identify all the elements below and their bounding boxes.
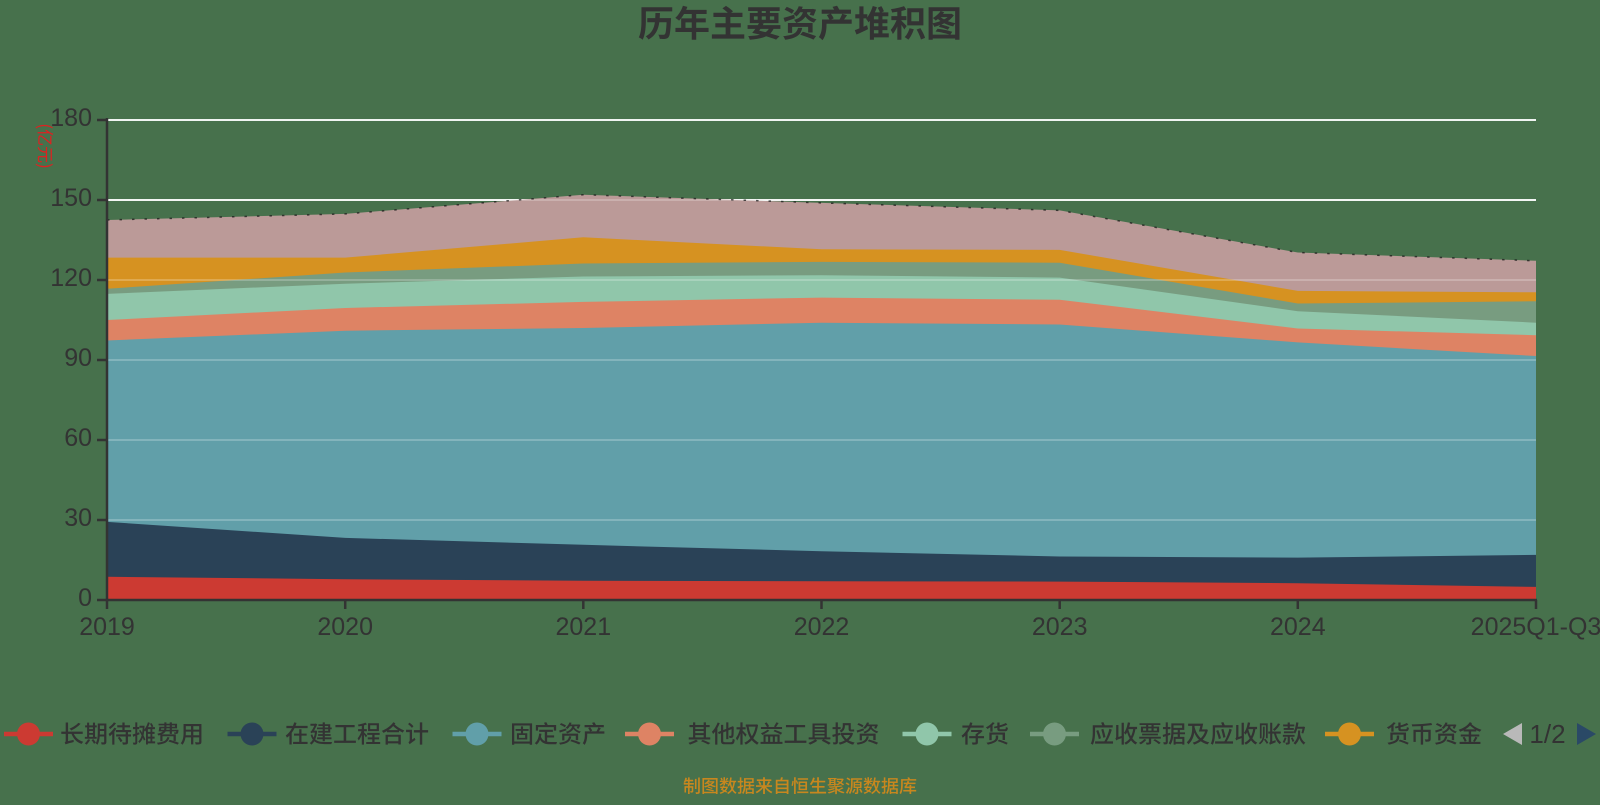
svg-text:30: 30 (64, 504, 92, 532)
svg-text:2025Q1-Q3: 2025Q1-Q3 (1471, 613, 1600, 641)
svg-text:2022: 2022 (794, 613, 850, 641)
svg-text:2024: 2024 (1270, 613, 1326, 641)
svg-text:60: 60 (64, 424, 92, 452)
svg-text:120: 120 (50, 264, 92, 292)
svg-text:0: 0 (78, 584, 92, 612)
svg-text:2020: 2020 (317, 613, 373, 641)
svg-text:2023: 2023 (1032, 613, 1088, 641)
svg-text:1/2: 1/2 (1529, 719, 1565, 749)
svg-text:150: 150 (50, 184, 92, 212)
svg-text:2019: 2019 (79, 613, 135, 641)
svg-text:2021: 2021 (555, 613, 611, 641)
svg-text:180: 180 (50, 104, 92, 132)
svg-text:90: 90 (64, 344, 92, 372)
